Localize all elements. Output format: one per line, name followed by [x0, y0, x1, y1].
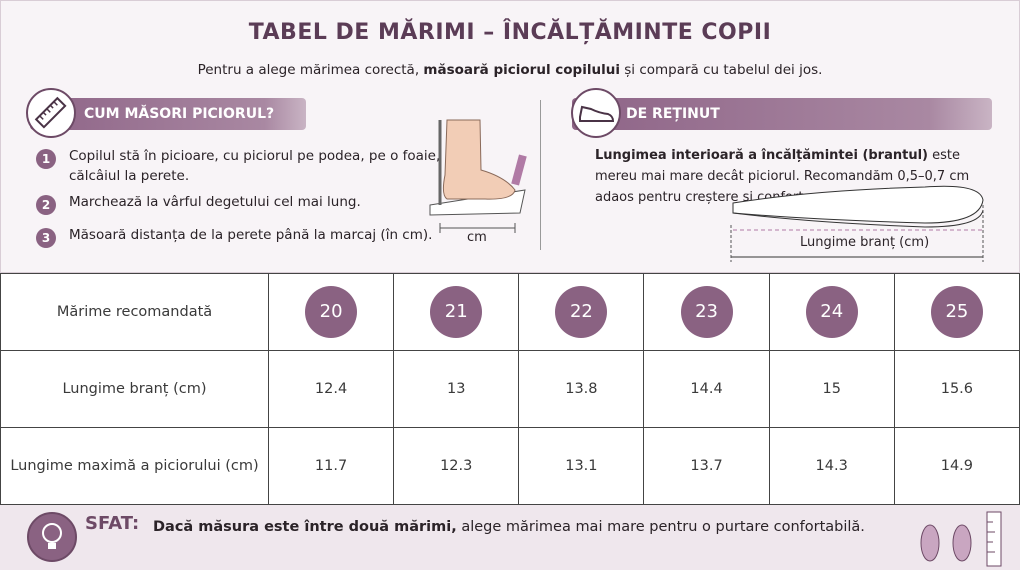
table-cell: 13 [393, 350, 520, 428]
table-cell: 14.3 [768, 427, 895, 505]
insole-diagram [730, 185, 984, 262]
table-cell: 14.9 [893, 427, 1020, 505]
size-cell: 21 [393, 273, 520, 351]
diagram-label: cm [467, 230, 487, 245]
step-number: 1 [36, 149, 56, 169]
tip-bar [0, 505, 1020, 570]
tip-bold: Dacă măsura este între două mărimi, [153, 519, 457, 535]
ruler-icon [26, 88, 76, 138]
step-number: 2 [36, 195, 56, 215]
subtitle: Pentru a alege mărimea corectă, măsoară … [0, 62, 1020, 78]
table-row: Mărime recomandată 20 21 22 23 24 25 [0, 273, 1020, 351]
table-body: Mărime recomandată 20 21 22 23 24 25 Lungime br… [0, 273, 1020, 505]
feet-icon [920, 511, 1002, 567]
foot-diagram [429, 119, 527, 233]
table-cell: 15 [768, 350, 895, 428]
size-cell: 24 [768, 273, 895, 351]
size-badge: 25 [930, 286, 983, 338]
size-badge: 20 [305, 286, 358, 338]
table-cell: 13.7 [643, 427, 770, 505]
size-cell: 25 [893, 273, 1020, 351]
subtitle-text: Pentru a alege mărimea corectă, [197, 62, 424, 78]
row-header: Lungime maximă a piciorului (cm) [0, 427, 269, 505]
size-badge: 24 [805, 286, 858, 338]
size-cell: 23 [643, 273, 770, 351]
tip-rest: alege mărimea mai mare pentru o purtare … [456, 519, 865, 535]
bulb-icon [27, 512, 77, 562]
size-badge: 22 [555, 286, 608, 338]
step-text: Copilul stă în picioare, cu piciorul pe … [69, 148, 441, 184]
table-row: Lungime branț (cm) 12.4 13 13.8 14.4 15 15.6 [0, 350, 1020, 428]
shoe-icon [571, 88, 621, 138]
table-cell: 13.1 [518, 427, 645, 505]
shoe-svg [579, 105, 615, 122]
subtitle-text: și compară cu tabelul dei jos. [619, 62, 823, 78]
row-header: Mărime recomandată [0, 273, 269, 351]
size-cell: 20 [267, 273, 395, 351]
table-row: Lungime maximă a piciorului (cm) 11.7 12.3… [0, 427, 1020, 505]
step-text: Marchează la vârful degetului cel mai lu… [69, 194, 361, 210]
bulb-svg [42, 523, 62, 549]
tip-text: Dacă măsura este între două mărimi, aleg… [153, 519, 865, 535]
tip-label: SFAT: [85, 513, 140, 534]
size-badge: 21 [430, 286, 483, 338]
size-cell: 22 [518, 273, 645, 351]
how-to-banner: CUM MĂSORI PICIORUL? [30, 98, 306, 130]
remember-bold: Lungimea interioară a încălțămintei (bra… [595, 148, 928, 163]
table-cell: 11.7 [267, 427, 395, 505]
table-cell: 12.3 [393, 427, 520, 505]
table-cell: 14.4 [643, 350, 770, 428]
table-cell: 13.8 [518, 350, 645, 428]
title: TABEL DE MĂRIMI – ÎNCĂLȚĂMINTE COPII [248, 20, 772, 45]
remember-banner: DE REȚINUT [572, 98, 992, 130]
step-number: 3 [36, 228, 56, 248]
table-cell: 15.6 [893, 350, 1020, 428]
step-text: Măsoară distanța de la perete până la ma… [69, 227, 433, 243]
subtitle-bold: măsoară piciorul copilului [423, 62, 620, 78]
divider [540, 100, 541, 250]
table-cell: 12.4 [267, 350, 395, 428]
row-header: Lungime branț (cm) [0, 350, 269, 428]
size-badge: 23 [680, 286, 733, 338]
ruler-svg [34, 96, 67, 129]
size-table: Mărime recomandată 20 21 22 23 24 25 Lungime br… [0, 273, 1020, 505]
insole-label: Lungime branț (cm) [796, 235, 934, 250]
